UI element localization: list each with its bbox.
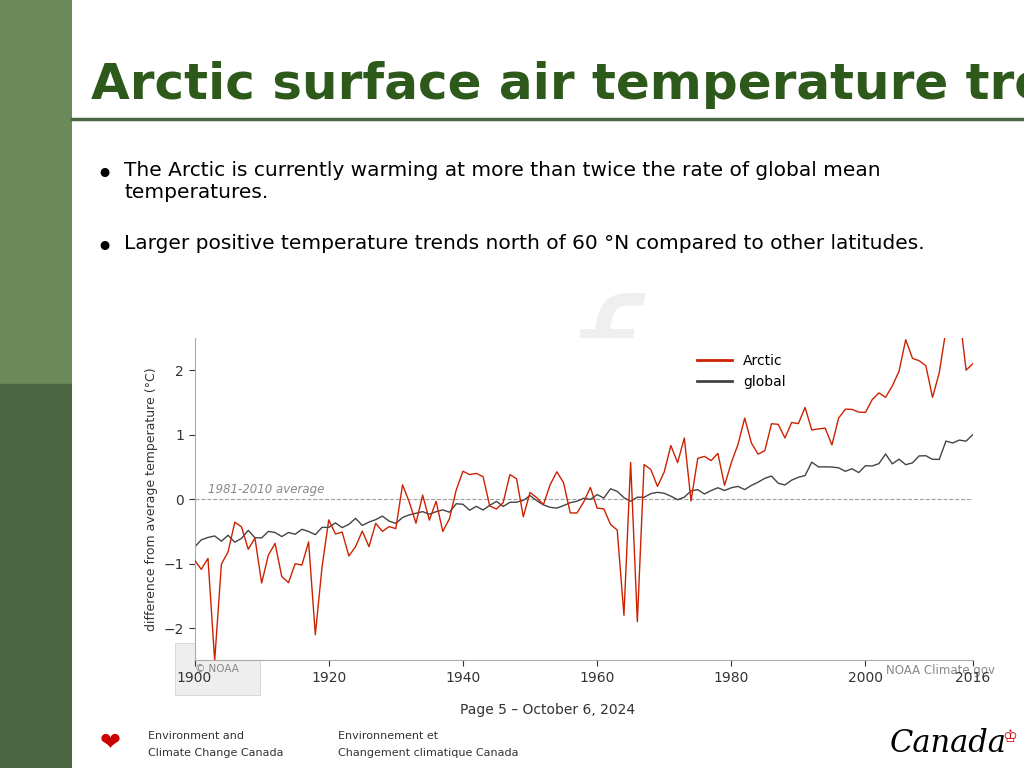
Text: The Arctic is currently warming at more than twice the rate of global mean tempe: The Arctic is currently warming at more … bbox=[124, 161, 881, 202]
Text: f: f bbox=[566, 292, 625, 455]
Text: Environnement et: Environnement et bbox=[338, 730, 438, 740]
Text: Changement climatique Canada: Changement climatique Canada bbox=[338, 748, 519, 758]
Bar bbox=[0, 384, 72, 768]
Y-axis label: difference from average temperature (°C): difference from average temperature (°C) bbox=[145, 367, 158, 631]
Text: Environment and: Environment and bbox=[147, 730, 244, 740]
Text: NOAA Climate.gov: NOAA Climate.gov bbox=[887, 664, 995, 677]
Text: •: • bbox=[95, 234, 114, 263]
Text: © NOAA: © NOAA bbox=[196, 664, 240, 674]
Text: Larger positive temperature trends north of 60 °N compared to other latitudes.: Larger positive temperature trends north… bbox=[124, 234, 925, 253]
Legend: Arctic, global: Arctic, global bbox=[692, 348, 792, 394]
Text: ❤: ❤ bbox=[99, 731, 120, 755]
Text: Arctic surface air temperature trends: Arctic surface air temperature trends bbox=[91, 61, 1024, 109]
Text: Page 5 – October 6, 2024: Page 5 – October 6, 2024 bbox=[460, 703, 636, 717]
Text: ♔: ♔ bbox=[1002, 728, 1017, 746]
Text: 1981-2010 average: 1981-2010 average bbox=[208, 483, 325, 496]
Bar bbox=[0, 0, 72, 384]
Text: •: • bbox=[95, 161, 114, 190]
Text: Climate Change Canada: Climate Change Canada bbox=[147, 748, 284, 758]
Text: Canada: Canada bbox=[890, 727, 1007, 759]
